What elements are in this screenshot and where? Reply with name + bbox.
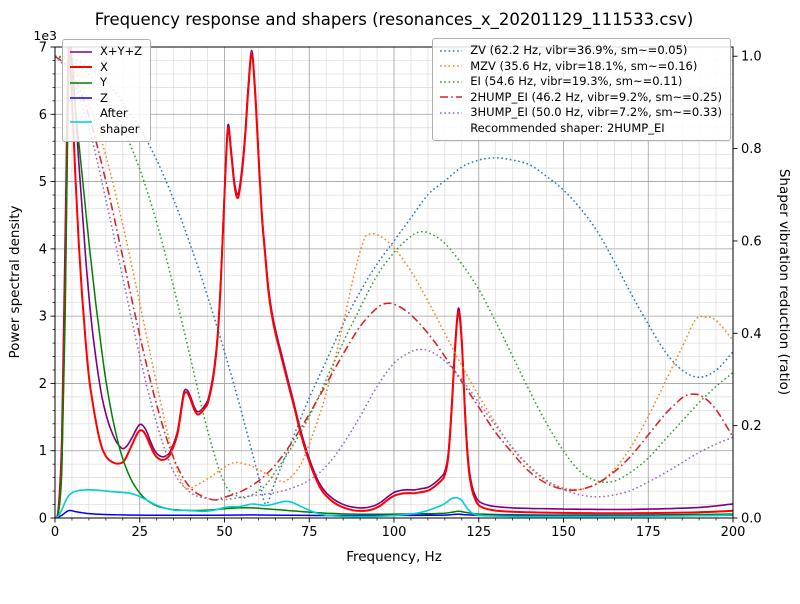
legend-label: Y (100, 75, 108, 89)
y-left-tick-label: 6 (39, 108, 47, 123)
x-tick-label: 25 (131, 525, 148, 540)
y-right-tick-label: 1.0 (741, 50, 762, 65)
curve-ZV (55, 55, 733, 505)
y-left-tick-label: 3 (39, 310, 47, 325)
ticks-layer (50, 46, 738, 523)
legend-item-zv: ZV (62.2 Hz, vibr=36.9%, sm~=0.05) (439, 43, 722, 59)
y-right-tick-label: 0.4 (741, 327, 762, 342)
legend-item-mzv: MZV (35.6 Hz, vibr=18.1%, sm~=0.16) (439, 59, 722, 75)
x-tick-label: 175 (636, 525, 661, 540)
legend-label: 2HUMP_EI (46.2 Hz, vibr=9.2%, sm~=0.25) (470, 89, 722, 104)
curves-layer (55, 47, 733, 518)
x-axis-label: Frequency, Hz (346, 549, 442, 565)
curve-2HUMP_EI (55, 55, 733, 501)
x-tick-label: 50 (216, 525, 233, 540)
legend-line-psd-sum-icon (70, 50, 92, 53)
y-axis-label-right: Shaper vibration reduction (ratio) (776, 169, 792, 395)
legend-line-mzv-icon (440, 65, 463, 67)
curve-psd-y (55, 56, 733, 518)
legend-item-2hump-ei: 2HUMP_EI (46.2 Hz, vibr=9.2%, sm~=0.25) (439, 90, 722, 106)
legend-label: X+Y+Z (100, 44, 143, 58)
legend-line-3hump-ei-icon (440, 112, 463, 114)
legend-line-after-shaper-icon (70, 120, 92, 123)
x-tick-label: 150 (551, 525, 576, 540)
legend-item-after-shaper: After shaper (69, 106, 142, 137)
y-left-tick-label: 5 (39, 175, 47, 190)
legend-item-ei: EI (54.6 Hz, vibr=19.3%, sm~=0.11) (439, 74, 722, 90)
legend-label: MZV (35.6 Hz, vibr=18.1%, sm~=0.16) (470, 58, 698, 73)
legend-label: ZV (62.2 Hz, vibr=36.9%, sm~=0.05) (470, 43, 688, 57)
legend-line-psd-z-icon (70, 97, 92, 99)
legend-label: EI (54.6 Hz, vibr=19.3%, sm~=0.11) (470, 74, 683, 88)
legend-psd: X+Y+Z X Y Z After shaper (62, 39, 152, 142)
legend-line-psd-y-icon (70, 82, 92, 84)
legend-item-3hump-ei: 3HUMP_EI (50.0 Hz, vibr=7.2%, sm~=0.33) (439, 105, 722, 121)
curve-MZV (55, 55, 733, 491)
legend-label: Z (100, 90, 108, 105)
y-right-tick-label: 0.8 (741, 142, 762, 157)
legend-item-psd-sum: X+Y+Z (69, 44, 142, 60)
x-tick-label: 75 (301, 525, 318, 540)
legend-line-2hump-ei-icon (440, 96, 463, 99)
legend-line-psd-x-icon (70, 66, 92, 69)
x-tick-label: 100 (382, 525, 407, 540)
legend-label: X (100, 59, 108, 74)
y-left-tick-label: 0 (39, 512, 47, 527)
x-tick-label: 0 (51, 525, 59, 540)
y-right-tick-label: 0.0 (741, 512, 762, 527)
legend-line-zv-icon (440, 50, 463, 52)
legend-label: After shaper (100, 106, 140, 136)
y-right-tick-label: 0.2 (741, 419, 762, 434)
y-left-tick-label: 4 (39, 242, 47, 257)
tick-labels-layer: 0 25 50 75 100 125 150 175 200 0 1 2 3 4 5 6 7 0.0 0.2 0.4 0… (39, 41, 762, 541)
y-right-tick-label: 0.6 (741, 234, 762, 249)
curve-3HUMP_EI (55, 55, 733, 501)
y-left-tick-label: 7 (39, 41, 47, 56)
legend-item-recommended: Recommended shaper: 2HUMP_EI (439, 121, 722, 137)
chart-title: Frequency response and shapers (resonanc… (95, 10, 694, 30)
legend-shapers: ZV (62.2 Hz, vibr=36.9%, sm~=0.05) MZV (… (432, 38, 731, 141)
y-axis-label-left: Power spectral density (7, 205, 23, 358)
legend-label: 3HUMP_EI (50.0 Hz, vibr=7.2%, sm~=0.33) (470, 105, 722, 119)
y-offset-text: 1e3 (33, 28, 57, 43)
legend-blank-handle (439, 122, 463, 134)
curve-psd-x (55, 47, 733, 518)
x-tick-label: 125 (466, 525, 491, 540)
curve-psd-after-shaper (55, 488, 733, 518)
recommended-shaper-text: Recommended shaper: 2HUMP_EI (470, 120, 665, 135)
legend-item-psd-x: X (69, 60, 142, 76)
legend-item-psd-z: Z (69, 91, 142, 107)
x-tick-label: 200 (721, 525, 746, 540)
y-left-tick-label: 1 (39, 444, 47, 459)
legend-item-psd-y: Y (69, 75, 142, 91)
legend-line-ei-icon (440, 81, 463, 83)
y-left-tick-label: 2 (39, 377, 47, 392)
